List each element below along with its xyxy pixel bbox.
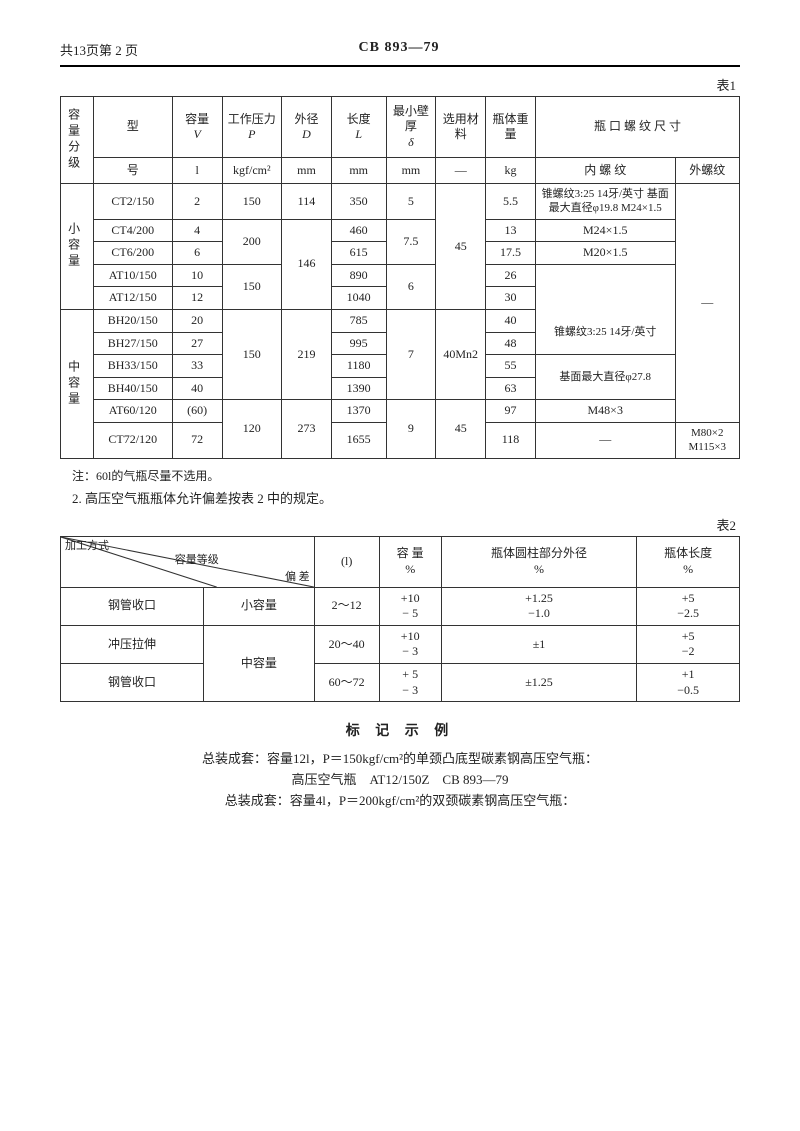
table-row: AT60/120(60) 120 273 1370 9 45 97 M48×3: [61, 400, 740, 423]
table1: 容量分级 型 容量V 工作压力P 外径D 长度L 最小壁厚δ 选用材料 瓶体重量…: [60, 96, 740, 459]
table2: 加工方式 容量等级 偏 差 (l) 容 量 % 瓶体圆柱部分外径 % 瓶体长度 …: [60, 536, 740, 703]
table-row: 钢管收口 小容量 2～12 +10 − 5 +1.25 −1.0 +5 −2.5: [61, 587, 740, 625]
page-header: 共13页第 2 页 CB 893—79: [60, 40, 740, 63]
table-row: 小容量 CT2/150 2 150 114 350 5 45 5.5 锥螺纹3:…: [61, 184, 740, 220]
marking-title: 标 记 示 例: [60, 720, 740, 740]
table-row: 钢管收口 60～72 + 5 − 3 ±1.25 +1 −0.5: [61, 663, 740, 701]
table1-note: 注：60l的气瓶尽量不选用。: [72, 467, 736, 484]
diagonal-header: 加工方式 容量等级 偏 差: [61, 537, 314, 587]
table1-label: 表1: [60, 75, 736, 94]
col-model-top: 型: [93, 97, 172, 158]
table-row: AT10/15010 150 890 6 26: [61, 264, 740, 287]
marking-line3: 总装成套：容量4l，P＝200kgf/cm²的双颈碳素钢高压空气瓶：: [60, 790, 740, 809]
table2-label: 表2: [60, 515, 736, 534]
table-row: 冲压拉伸 中容量 20～40 +10 − 3 ±1 +5 −2: [61, 625, 740, 663]
standard-code: CB 893—79: [359, 40, 440, 59]
col-capacity-class: 容量分级: [63, 100, 83, 180]
marking-line2: 高压空气瓶 AT12/150Z CB 893—79: [60, 769, 740, 788]
header-rule: [60, 65, 740, 67]
table-row: 中容量 BH20/15020 150 219 785 7 40Mn2 40 锥螺…: [61, 309, 740, 332]
table-row: CT4/2004 200 146 460 7.5 13 M24×1.5: [61, 219, 740, 242]
marking-line1: 总装成套：容量12l，P＝150kgf/cm²的单颈凸底型碳素钢高压空气瓶：: [60, 748, 740, 767]
paragraph-2: 2. 高压空气瓶瓶体允许偏差按表 2 中的规定。: [72, 488, 736, 507]
page-count: 共13页第 2 页: [60, 40, 138, 59]
